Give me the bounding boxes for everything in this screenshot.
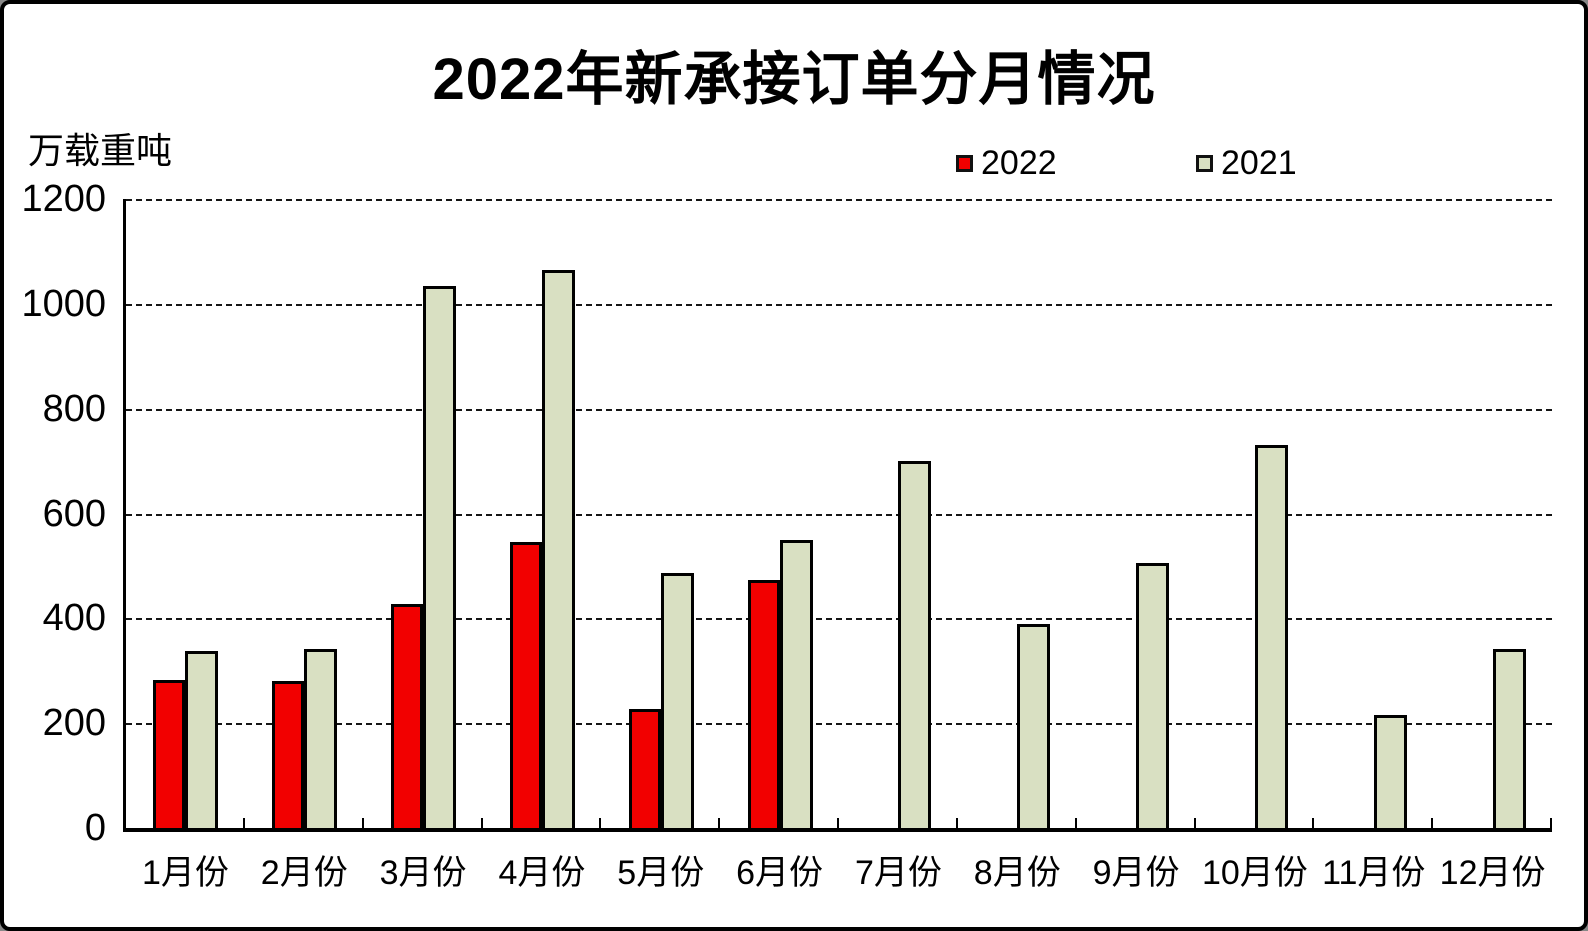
- y-tick-label-0: 0: [84, 807, 106, 849]
- y-tick-label-800: 800: [42, 387, 106, 430]
- x-tick-label-12月份: 12月份: [1439, 854, 1546, 892]
- legend-label-2021: 2021: [1221, 144, 1297, 182]
- bar-2021-8月份: [1017, 623, 1051, 828]
- gridline-1200: [126, 199, 1552, 201]
- y-tick-label-600: 600: [42, 492, 106, 535]
- x-axis-tick: [718, 818, 720, 828]
- bar-2021-2月份: [304, 649, 338, 828]
- bar-2022-5月份: [628, 708, 661, 828]
- x-tick-label-8月份: 8月份: [973, 854, 1061, 892]
- gridline-1000: [126, 303, 1552, 306]
- x-tick-label-9月份: 9月份: [1092, 854, 1180, 892]
- bar-2021-3月份: [423, 285, 457, 828]
- bar-2022-4月份: [509, 542, 542, 828]
- x-axis-tick: [599, 818, 601, 828]
- gridline-600: [126, 513, 1552, 516]
- bar-2021-10月份: [1254, 445, 1288, 828]
- x-axis-tick: [837, 818, 839, 828]
- bar-2022-3月份: [391, 603, 424, 828]
- y-tick-label-200: 200: [42, 702, 106, 745]
- x-tick-label-2月份: 2月份: [260, 854, 348, 892]
- y-axis-tick-labels: 0 200 400 600 800 1000 1200: [4, 178, 112, 849]
- bar-2021-6月份: [779, 540, 813, 828]
- x-tick-label-3月份: 3月份: [379, 854, 467, 892]
- x-axis-tick: [1431, 818, 1433, 828]
- y-tick-label-400: 400: [42, 597, 106, 640]
- x-tick-label-6月份: 6月份: [736, 854, 824, 892]
- gridline-200: [126, 723, 1552, 726]
- y-tick-label-1000: 1000: [21, 282, 106, 325]
- bar-2021-4月份: [541, 269, 575, 828]
- x-tick-label-5月份: 5月份: [617, 854, 705, 892]
- gridline-800: [126, 408, 1552, 411]
- x-axis-tick: [1312, 818, 1314, 828]
- bar-2021-7月份: [898, 461, 932, 828]
- x-axis-tick: [956, 818, 958, 828]
- bar-2022-1月份: [153, 680, 186, 828]
- x-axis-tick: [243, 818, 245, 828]
- plot-area: [123, 199, 1552, 832]
- bar-2022-6月份: [747, 580, 780, 828]
- legend-item-2022: 2022: [956, 146, 1057, 180]
- x-tick-label-4月份: 4月份: [498, 854, 586, 892]
- x-axis-tick: [1550, 818, 1552, 828]
- bar-2022-2月份: [272, 681, 305, 828]
- x-axis-tick: [362, 818, 364, 828]
- x-axis-tick: [1075, 818, 1077, 828]
- x-tick-label-10月份: 10月份: [1201, 854, 1308, 892]
- x-axis-tick: [481, 818, 483, 828]
- bar-2021-11月份: [1373, 714, 1407, 828]
- y-axis-unit-label: 万载重吨: [28, 130, 173, 171]
- gridline-400: [126, 618, 1552, 621]
- bar-2021-1月份: [185, 650, 219, 828]
- x-tick-label-7月份: 7月份: [854, 854, 942, 892]
- bar-2021-5月份: [660, 573, 694, 828]
- x-tick-label-1月份: 1月份: [141, 854, 229, 892]
- x-tick-label-11月份: 11月份: [1322, 854, 1426, 892]
- bar-2021-12月份: [1492, 649, 1526, 828]
- x-axis-tick: [1194, 818, 1196, 828]
- legend-swatch-2021: [1196, 154, 1213, 172]
- bar-2021-9月份: [1136, 563, 1170, 828]
- legend-item-2021: 2021: [1196, 146, 1297, 180]
- chart-title: 2022年新承接订单分月情况: [432, 47, 1156, 112]
- legend-label-2022: 2022: [981, 144, 1057, 182]
- y-tick-label-1200: 1200: [21, 178, 106, 220]
- legend-swatch-2022: [956, 154, 973, 172]
